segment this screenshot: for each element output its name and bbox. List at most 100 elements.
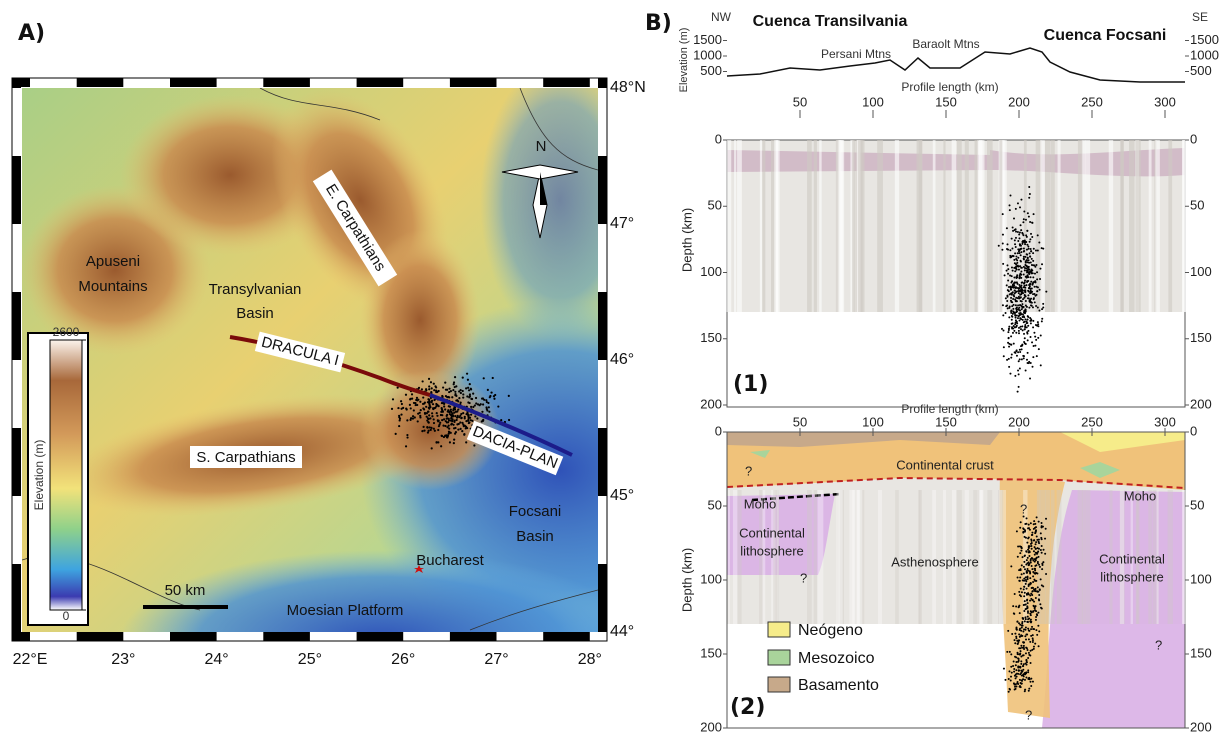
earthquake: [1024, 280, 1026, 282]
earthquake: [446, 396, 448, 398]
earthquake: [1029, 193, 1031, 195]
earthquake: [1031, 534, 1033, 536]
earthquake: [1018, 591, 1020, 593]
earthquake: [1020, 663, 1022, 665]
earthquake: [1016, 673, 1018, 675]
earthquake: [1011, 315, 1013, 317]
legend-title: Elevation (m): [32, 440, 46, 511]
lon-label: 23°: [111, 651, 135, 668]
earthquake: [461, 430, 463, 432]
earthquake: [1020, 254, 1022, 256]
earthquake: [1027, 557, 1029, 559]
earthquake: [453, 442, 455, 444]
earthquake: [1038, 556, 1040, 558]
earthquake: [1030, 301, 1032, 303]
earthquake: [457, 408, 459, 410]
earthquake: [1036, 539, 1038, 541]
earthquake: [1020, 521, 1022, 523]
x-tick-label: 100: [862, 94, 884, 109]
y-tick-label: 0: [715, 423, 722, 438]
earthquake: [1031, 291, 1033, 293]
axis-label: Depth (km): [679, 208, 694, 272]
earthquake: [422, 396, 424, 398]
earthquake: [1013, 330, 1015, 332]
border-bar: [12, 564, 21, 632]
earthquake: [1013, 285, 1015, 287]
earthquake: [1023, 572, 1025, 574]
earthquake: [444, 408, 446, 410]
earthquake: [1013, 312, 1015, 314]
earthquake: [1020, 645, 1022, 647]
earthquake: [1014, 252, 1016, 254]
earthquake: [1040, 578, 1042, 580]
earthquake: [468, 414, 470, 416]
earthquake: [1025, 627, 1027, 629]
earthquake: [424, 402, 426, 404]
earthquake: [1036, 286, 1038, 288]
earthquake: [427, 398, 429, 400]
earthquake: [1027, 325, 1029, 327]
earthquake: [1030, 619, 1032, 621]
earthquake: [1006, 284, 1008, 286]
earthquake: [1045, 573, 1047, 575]
earthquake: [1002, 234, 1004, 236]
earthquake: [401, 403, 403, 405]
earthquake: [1005, 312, 1007, 314]
border-bar: [12, 292, 21, 360]
region-label: Basin: [236, 305, 274, 322]
earthquake: [1028, 630, 1030, 632]
legend-label: Basamento: [798, 677, 879, 694]
earthquake: [483, 377, 485, 379]
earthquake: [1027, 568, 1029, 570]
earthquake: [1040, 607, 1042, 609]
earthquake: [1017, 666, 1019, 668]
earthquake: [1017, 643, 1019, 645]
earthquake: [1019, 647, 1021, 649]
earthquake: [460, 389, 462, 391]
earthquake: [1003, 346, 1005, 348]
uncertainty-mark: ?: [1020, 501, 1027, 516]
earthquake: [1008, 366, 1010, 368]
earthquake: [1038, 594, 1040, 596]
earthquake: [1037, 323, 1039, 325]
earthquake: [1020, 270, 1022, 272]
earthquake: [1007, 268, 1009, 270]
earthquake: [398, 425, 400, 427]
earthquake: [1034, 301, 1036, 303]
earthquake: [1014, 239, 1016, 241]
earthquake: [1015, 304, 1017, 306]
earthquake: [1023, 266, 1025, 268]
earthquake: [1042, 306, 1044, 308]
earthquake: [437, 429, 439, 431]
earthquake: [454, 394, 456, 396]
earthquake: [1032, 628, 1034, 630]
earthquake: [1021, 679, 1023, 681]
y-tick-label: 150: [1190, 330, 1212, 345]
earthquake: [431, 447, 433, 449]
earthquake: [1017, 370, 1019, 372]
earthquake: [1024, 256, 1026, 258]
y-tick-label: 100: [1190, 264, 1212, 279]
earthquake: [1033, 248, 1035, 250]
earthquake: [1016, 259, 1018, 261]
earthquake: [1021, 308, 1023, 310]
earthquake: [1020, 326, 1022, 328]
earthquake: [1022, 298, 1024, 300]
earthquake: [474, 415, 476, 417]
earthquake: [1023, 673, 1025, 675]
earthquake: [1045, 291, 1047, 293]
unit-label: Moho: [1124, 488, 1157, 503]
earthquake: [1029, 238, 1031, 240]
earthquake: [1024, 604, 1026, 606]
earthquake: [1006, 300, 1008, 302]
earthquake: [1031, 532, 1033, 534]
earthquake: [1044, 538, 1046, 540]
earthquake: [1035, 543, 1037, 545]
earthquake: [461, 417, 463, 419]
earthquake: [1040, 537, 1042, 539]
legend-tick-label: 0: [63, 609, 70, 623]
earthquake: [1018, 307, 1020, 309]
y-tick-label: 150: [1190, 645, 1212, 660]
earthquake: [1002, 242, 1004, 244]
earthquake: [1024, 337, 1026, 339]
